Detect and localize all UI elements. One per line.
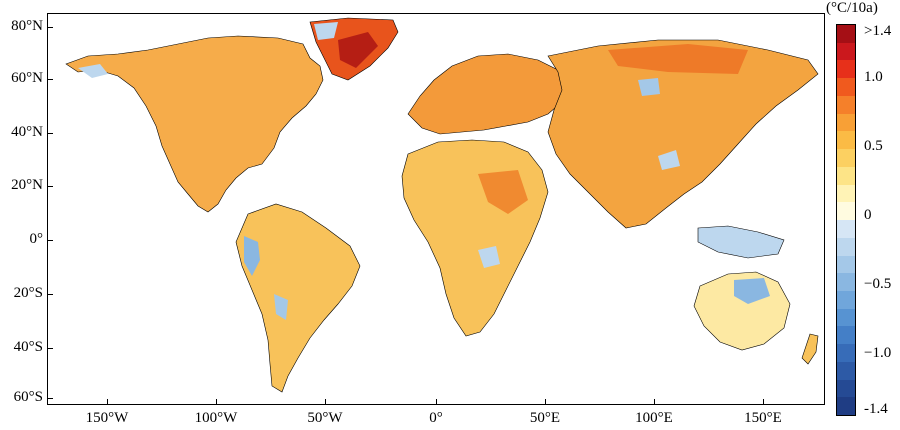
colorbar-label: 0.5 [864, 138, 883, 154]
north-america [65, 35, 324, 213]
lat-tick [47, 27, 53, 28]
lon-label: 100°W [194, 410, 238, 426]
lon-tick [325, 399, 326, 405]
asia [547, 39, 819, 229]
australia-cool [734, 278, 770, 304]
lat-label: 80°N [11, 18, 43, 34]
colorbar-swatch [837, 308, 855, 327]
lon-label: 50°W [307, 410, 343, 426]
colorbar-swatch [837, 397, 855, 416]
lat-tick [47, 240, 53, 241]
asia-cool [638, 78, 660, 96]
lon-tick [107, 399, 108, 405]
lon-tick [436, 399, 437, 405]
lat-tick [47, 186, 53, 187]
colorbar-label: 1.0 [864, 69, 883, 85]
europe [407, 53, 569, 135]
lon-label: 50°E [529, 410, 561, 426]
africa-cool [478, 246, 500, 268]
lat-label: 20°S [13, 285, 43, 301]
lat-tick [47, 294, 53, 295]
africa [401, 139, 549, 337]
se-asia-islands [697, 225, 785, 259]
colorbar-swatch [837, 361, 855, 380]
colorbar-swatch [837, 42, 855, 61]
lon-label: 150°W [85, 410, 129, 426]
greenland-cool [314, 22, 338, 40]
colorbar-swatch [837, 202, 855, 221]
andes-cool [244, 236, 260, 276]
colorbar-swatch [837, 166, 855, 185]
world-map [65, 17, 819, 393]
lon-label: 150°E [744, 410, 782, 426]
colorbar-label: 0 [864, 207, 872, 223]
lon-tick [763, 399, 764, 405]
lat-label: 20°N [11, 177, 43, 193]
colorbar-swatch [837, 113, 855, 132]
greenland-core [338, 32, 378, 68]
colorbar-swatch [837, 326, 855, 345]
africa-hot [478, 170, 528, 214]
colorbar [836, 24, 856, 416]
lat-tick [47, 348, 53, 349]
lon-tick [545, 399, 546, 405]
colorbar-swatch [837, 95, 855, 114]
colorbar-swatch [837, 78, 855, 96]
lat-tick [47, 79, 53, 80]
lon-tick [654, 399, 655, 405]
lon-label: 100°E [635, 410, 673, 426]
tibet-cool [658, 150, 680, 170]
colorbar-label: −0.5 [864, 276, 892, 292]
colorbar-label: −1.0 [864, 345, 892, 361]
colorbar-swatch [837, 273, 855, 292]
lat-label: 40°S [13, 339, 43, 355]
lat-label: 40°N [11, 124, 43, 140]
colorbar-unit: (°C/10a) [826, 0, 878, 16]
siberia-warm [608, 44, 748, 74]
colorbar-swatch [837, 291, 855, 309]
map-frame [47, 13, 825, 405]
colorbar-swatch [837, 149, 855, 167]
colorbar-swatch [837, 220, 855, 238]
continents [65, 17, 819, 393]
lat-label: 60°S [13, 389, 43, 405]
colorbar-swatch [837, 184, 855, 203]
lat-tick [47, 398, 53, 399]
lon-label: 0° [429, 410, 443, 426]
patagonia-cool [274, 294, 288, 320]
colorbar-label: >1.4 [864, 23, 892, 39]
colorbar-swatch [837, 131, 855, 150]
colorbar-swatch [837, 25, 855, 43]
lat-label: 0° [29, 231, 44, 247]
colorbar-swatch [837, 344, 855, 362]
colorbar-label: -1.4 [864, 401, 888, 417]
colorbar-swatch [837, 237, 855, 256]
lon-tick [216, 399, 217, 405]
lat-tick [47, 133, 53, 134]
south-america [235, 203, 361, 393]
colorbar-swatch [837, 255, 855, 274]
colorbar-swatch [837, 60, 855, 79]
alaska-cool [78, 64, 108, 78]
new-zealand [801, 333, 819, 365]
colorbar-swatch [837, 379, 855, 398]
lat-label: 60°N [11, 70, 43, 86]
